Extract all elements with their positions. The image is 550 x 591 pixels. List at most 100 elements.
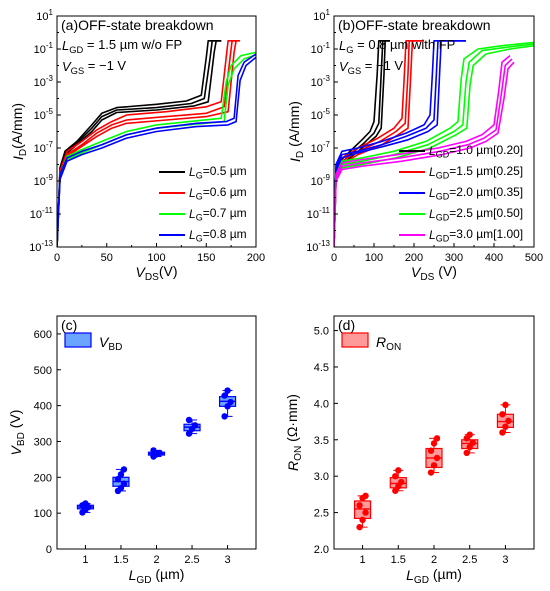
y-tick-label: 10-7 [311, 140, 331, 155]
x-tick-label: 0 [331, 252, 337, 264]
text-part: =2.5 µm[0.50] [449, 206, 523, 220]
series-line-3 [57, 53, 256, 247]
x-axis-label: VDS(V) [135, 263, 177, 283]
data-point [356, 502, 363, 509]
series-group [57, 40, 256, 247]
text-part: (V) [7, 410, 23, 433]
y-tick-label: 3.5 [314, 435, 329, 447]
data-point [505, 417, 512, 425]
y-axis-label: VBD (V) [7, 410, 27, 456]
text-part: (A/mm) [9, 103, 25, 149]
x-tick-label: 100 [365, 252, 383, 264]
tick-base: 10 [307, 209, 319, 221]
x-tick-label: 2.5 [462, 554, 477, 566]
tick-exponent: 1 [326, 8, 331, 17]
y-tick-label: 10-5 [311, 107, 331, 122]
series-line-4 [334, 58, 513, 247]
text-part: L [189, 165, 196, 179]
text-part: ON [386, 342, 401, 353]
x-tick-label: 400 [485, 252, 503, 264]
tick-exponent: -7 [46, 140, 54, 149]
tick-base: 10 [311, 176, 323, 188]
series-line-3 [57, 56, 256, 247]
panel-a: 0 50 100 150 20010110-110-310-510-710-910-11… [9, 8, 265, 283]
text-part: L [429, 186, 436, 200]
y-tick-label: 10-5 [34, 107, 54, 122]
panel-d: 2.02.53.03.54.04.55.01 1.5 2 2.5 3RON(d)LGD … [284, 315, 535, 586]
text-part: DS [145, 272, 159, 283]
text-part: R [376, 334, 386, 350]
data-point [430, 462, 438, 469]
tick-base: 10 [29, 242, 41, 254]
series-line-2 [334, 40, 466, 247]
text-part: V [99, 334, 110, 350]
text-part: BD [16, 432, 27, 446]
x-tick-label: 200 [405, 252, 423, 264]
series-line-0 [57, 40, 222, 247]
annotation-line: LGD = 1.5 µm w/o FP [62, 37, 182, 55]
y-tick-label: 400 [34, 401, 52, 413]
tick-exponent: -3 [323, 74, 331, 83]
y-tick-label: 3.0 [314, 471, 329, 483]
y-tick-label: 5.0 [314, 326, 329, 338]
text-part: =0.6 µm [203, 185, 247, 199]
tick-exponent: -11 [319, 206, 331, 215]
box-0 [76, 500, 95, 516]
text-part: G [196, 234, 203, 244]
text-part: DS [420, 272, 434, 283]
data-point [427, 469, 435, 476]
tick-exponent: -5 [323, 107, 331, 116]
box-2 [147, 447, 166, 460]
text-part: L [429, 207, 436, 221]
tick-exponent: -13 [41, 239, 53, 248]
series-line-0 [57, 40, 222, 247]
text-part: GD [136, 575, 151, 586]
series-group [334, 40, 534, 247]
box-0 [353, 492, 372, 531]
legend-swatch [64, 332, 92, 348]
data-point [150, 447, 157, 454]
data-point [502, 423, 509, 430]
text-part: L [339, 38, 346, 53]
y-tick-label: 10-3 [34, 74, 54, 89]
x-tick-label: 3 [502, 554, 508, 566]
text-part: V [339, 59, 349, 74]
text-part: (µm) [429, 566, 462, 582]
legend-label: LGD=2.5 µm[0.50] [429, 206, 523, 223]
text-part: = 0.8 µm with FP [354, 37, 456, 52]
data-point [392, 472, 399, 480]
text-part: G [196, 171, 203, 181]
title-text: OFF-state breakdown [78, 17, 213, 33]
box-4 [218, 387, 237, 420]
box-2 [425, 435, 443, 476]
text-part: GD [436, 213, 450, 223]
annotation-line: LG = 0.8 µm with FP [339, 37, 455, 55]
y-tick-label: 10-3 [311, 74, 331, 89]
tick-exponent: -9 [323, 173, 331, 182]
text-part: L [189, 228, 196, 242]
panel-label: (b) [338, 17, 355, 33]
tick-exponent: -11 [42, 206, 54, 215]
text-part: ON [293, 446, 304, 461]
legend-label: LG=0.6 µm [189, 185, 247, 202]
text-part: V [411, 264, 422, 280]
plot-frame [56, 315, 257, 550]
y-tick-label: 10-13 [306, 239, 330, 254]
series-line-4 [334, 54, 511, 247]
annotation-line: VGS = −1 V [339, 58, 403, 76]
tick-exponent: 1 [49, 8, 54, 17]
y-tick-label: 2.0 [314, 544, 329, 556]
data-point [221, 392, 228, 399]
text-part: R [285, 461, 301, 471]
tick-exponent: -13 [318, 239, 330, 248]
box-1 [112, 466, 130, 495]
y-tick-label: 10-7 [34, 140, 54, 155]
text-part: GD [436, 171, 450, 181]
text-part: V [135, 264, 146, 280]
y-tick-label: 101 [313, 8, 330, 23]
x-tick-label: 1 [82, 554, 88, 566]
legend-label: LGD=1.5 µm[0.25] [429, 164, 523, 181]
panel-title: (b)OFF-state breakdown [338, 17, 491, 33]
